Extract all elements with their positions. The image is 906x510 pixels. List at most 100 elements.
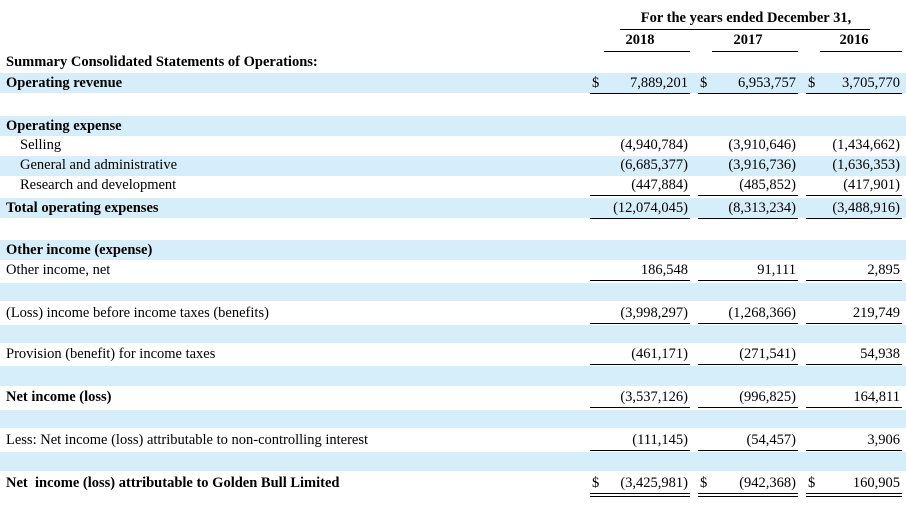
cell-value: (447,884) <box>631 177 688 193</box>
period-header: For the years ended December 31, <box>640 10 852 26</box>
underline <box>590 496 690 497</box>
underline <box>806 93 902 94</box>
cell-value: (485,852) <box>739 177 796 193</box>
row-label: Less: Net income (loss) attributable to … <box>6 432 369 448</box>
row-label: Total operating expenses <box>6 200 159 216</box>
row-label: (Loss) income before income taxes (benef… <box>6 305 269 321</box>
row-band <box>0 452 906 471</box>
cell-value: (996,825) <box>739 389 796 405</box>
cell-value: (3,910,646) <box>728 137 796 153</box>
row-band <box>0 116 906 136</box>
row-label: Selling <box>20 137 62 153</box>
underline <box>698 496 798 497</box>
currency-sign: $ <box>808 475 816 491</box>
underline <box>698 493 798 494</box>
underline <box>698 323 798 324</box>
row-label: Operating expense <box>6 118 122 134</box>
underline <box>590 407 690 408</box>
underline <box>806 280 902 281</box>
year-header: 2017 <box>733 32 763 48</box>
underline <box>806 496 902 497</box>
year-header: 2016 <box>839 32 869 48</box>
cell-value: (54,457) <box>746 432 796 448</box>
cell-value: 164,811 <box>853 389 900 405</box>
cell-value: (3,488,916) <box>832 200 900 216</box>
underline <box>806 493 902 494</box>
currency-sign: $ <box>700 75 708 91</box>
underline <box>698 280 798 281</box>
cell-value: 160,905 <box>852 475 900 491</box>
cell-value: 54,938 <box>860 346 900 362</box>
cell-value: 6,953,757 <box>738 75 796 91</box>
year-rule <box>604 51 690 52</box>
cell-value: (461,171) <box>631 346 688 362</box>
cell-value: (271,541) <box>739 346 796 362</box>
row-label: Provision (benefit) for income taxes <box>6 346 216 362</box>
cell-value: (111,145) <box>632 432 688 448</box>
cell-value: (12,074,045) <box>613 200 688 216</box>
cell-value: (942,368) <box>739 475 796 491</box>
year-rule <box>712 51 798 52</box>
row-label: Net income (loss) attributable to Golden… <box>6 475 340 491</box>
row-label: Net income (loss) <box>6 389 112 405</box>
underline <box>698 218 798 219</box>
cell-value: (3,916,736) <box>728 157 796 173</box>
underline <box>590 493 690 494</box>
underline <box>806 195 902 196</box>
row-band <box>0 73 906 93</box>
row-band <box>0 156 906 176</box>
currency-sign: $ <box>592 475 600 491</box>
cell-value: 3,705,770 <box>842 75 900 91</box>
underline <box>590 280 690 281</box>
cell-value: (417,901) <box>843 177 900 193</box>
underline <box>590 93 690 94</box>
cell-value: (3,998,297) <box>620 305 688 321</box>
cell-value: (3,425,981) <box>620 475 688 491</box>
underline <box>698 93 798 94</box>
underline <box>806 323 902 324</box>
row-label: Other income, net <box>6 262 111 278</box>
cell-value: (1,434,662) <box>832 137 900 153</box>
row-band <box>0 283 906 301</box>
underline <box>698 364 798 365</box>
row-band <box>0 410 906 428</box>
row-band <box>0 325 906 343</box>
underline <box>806 364 902 365</box>
row-label: Summary Consolidated Statements of Opera… <box>6 54 318 70</box>
cell-value: (6,685,377) <box>620 157 688 173</box>
row-band <box>0 240 906 260</box>
year-header: 2018 <box>625 32 655 48</box>
underline <box>698 407 798 408</box>
cell-value: 186,548 <box>640 262 688 278</box>
underline <box>590 323 690 324</box>
row-label: Research and development <box>20 177 177 193</box>
cell-value: 2,895 <box>867 262 900 278</box>
row-band <box>0 198 906 218</box>
cell-value: 219,749 <box>852 305 900 321</box>
currency-sign: $ <box>700 475 708 491</box>
underline <box>590 195 690 196</box>
row-label: Other income (expense) <box>6 242 153 258</box>
cell-value: (8,313,234) <box>728 200 796 216</box>
cell-value: (1,636,353) <box>832 157 900 173</box>
year-rule <box>820 51 902 52</box>
cell-value: (3,537,126) <box>620 389 688 405</box>
cell-value: (1,268,366) <box>728 305 796 321</box>
row-band <box>0 366 906 386</box>
underline <box>806 407 902 408</box>
row-label: General and administrative <box>20 157 178 173</box>
underline <box>698 195 798 196</box>
cell-value: 7,889,201 <box>630 75 688 91</box>
underline <box>806 218 902 219</box>
underline <box>590 218 690 219</box>
currency-sign: $ <box>808 75 816 91</box>
cell-value: 91,111 <box>757 262 796 278</box>
underline <box>806 450 902 451</box>
row-label: Operating revenue <box>6 75 123 91</box>
cell-value: 3,906 <box>867 432 900 448</box>
currency-sign: $ <box>592 75 600 91</box>
underline <box>698 450 798 451</box>
underline <box>590 450 690 451</box>
cell-value: (4,940,784) <box>620 137 688 153</box>
